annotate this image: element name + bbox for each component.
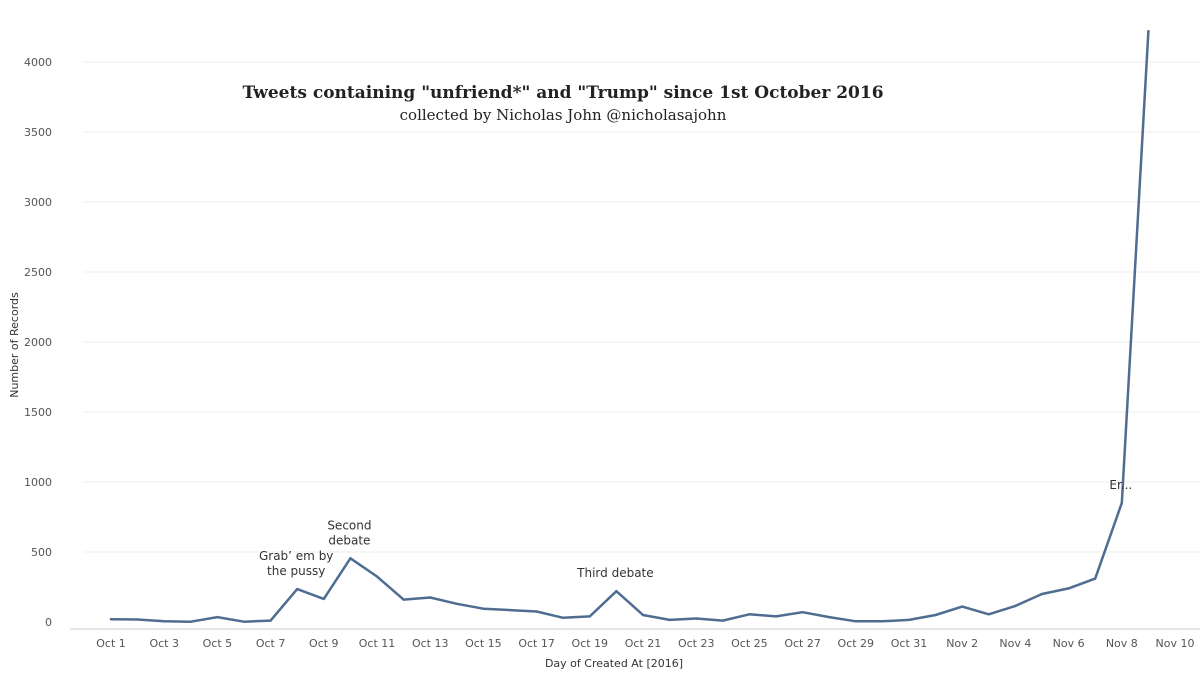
annotation: Er... [1109, 478, 1132, 492]
series-line [109, 29, 1150, 623]
x-tick-label: Oct 23 [678, 637, 715, 650]
data-point [109, 618, 113, 621]
x-tick-label: Oct 19 [572, 637, 609, 650]
annotation: Grab’ em by [259, 549, 333, 563]
y-tick-label: 0 [45, 616, 52, 629]
chart-subtitle: collected by Nicholas John @nicholasajoh… [400, 106, 727, 124]
x-tick-label: Oct 21 [625, 637, 662, 650]
y-tick-label: 1000 [24, 476, 52, 489]
data-point [641, 613, 645, 617]
data-point [907, 618, 911, 622]
data-point [721, 619, 724, 622]
y-tick-label: 3000 [24, 196, 52, 209]
data-point [269, 619, 272, 622]
x-tick-label: Oct 31 [891, 637, 928, 650]
data-point [482, 607, 485, 610]
data-point [1014, 604, 1017, 608]
y-tick-label: 500 [31, 546, 52, 559]
x-tick-label: Nov 8 [1106, 637, 1138, 650]
x-tick-label: Nov 4 [999, 637, 1031, 650]
data-point [615, 590, 618, 593]
data-point [455, 602, 458, 605]
x-axis-title: Day of Created At [2016] [545, 657, 683, 670]
data-point [748, 613, 751, 616]
x-tick-label: Oct 7 [256, 637, 286, 650]
x-tick-label: Nov 2 [946, 637, 978, 650]
data-point [1094, 577, 1097, 580]
data-point [296, 587, 299, 591]
x-tick-label: Oct 3 [149, 637, 179, 650]
y-axis-ticks: 0 500 1000 1500 2000 2500 3000 3500 4000 [24, 56, 52, 629]
y-axis-title: Number of Records [8, 292, 21, 398]
y-tick-label: 2500 [24, 266, 52, 279]
x-tick-label: Oct 27 [784, 637, 821, 650]
data-point [1147, 30, 1150, 33]
data-point [349, 557, 352, 560]
data-point [854, 620, 857, 623]
data-point [774, 615, 778, 618]
data-point [1040, 592, 1044, 596]
data-point [189, 620, 192, 623]
gridlines [84, 61, 1200, 553]
data-point [163, 620, 166, 623]
y-tick-label: 4000 [24, 56, 52, 69]
x-tick-label: Oct 13 [412, 637, 449, 650]
y-tick-label: 2000 [24, 336, 52, 349]
data-point [562, 616, 565, 619]
annotation: Second [327, 518, 371, 532]
x-tick-label: Oct 5 [203, 637, 233, 650]
data-point [402, 598, 405, 601]
data-point [216, 615, 219, 619]
data-point [1067, 587, 1070, 590]
data-point [508, 608, 512, 612]
x-tick-label: Nov 6 [1053, 637, 1085, 650]
x-tick-label: Oct 15 [465, 637, 502, 650]
data-point [961, 605, 964, 608]
x-tick-label: Oct 25 [731, 637, 768, 650]
x-tick-label: Oct 29 [838, 637, 875, 650]
data-point [588, 615, 591, 618]
x-tick-label: Oct 17 [518, 637, 555, 650]
data-point [535, 610, 538, 613]
data-point [801, 611, 804, 614]
data-point [987, 613, 990, 616]
x-tick-label: Oct 11 [359, 637, 396, 650]
x-axis-ticks: Oct 1 Oct 3 Oct 5 Oct 7 Oct 9 Oct 11 Oct 13 Oct… [96, 637, 1194, 650]
x-tick-label: Oct 1 [96, 637, 126, 650]
chart-title: Tweets containing "unfriend*" and "Trump… [242, 83, 883, 103]
y-tick-label: 1500 [24, 406, 52, 419]
annotation: Third debate [576, 566, 653, 580]
data-point [695, 617, 698, 620]
annotation: the pussy [267, 564, 325, 578]
annotation: debate [328, 533, 370, 547]
data-point [322, 597, 325, 601]
data-point [136, 618, 139, 621]
x-tick-label: Nov 10 [1156, 637, 1195, 650]
data-point [429, 596, 432, 599]
data-point [828, 615, 831, 619]
data-point [242, 620, 246, 623]
y-tick-label: 3500 [24, 126, 52, 139]
x-tick-label: Oct 9 [309, 637, 339, 650]
data-point [668, 618, 671, 622]
data-point [375, 575, 379, 578]
data-point [881, 620, 884, 623]
data-point [934, 613, 937, 617]
data-points [109, 30, 1150, 623]
data-point [1120, 501, 1124, 505]
